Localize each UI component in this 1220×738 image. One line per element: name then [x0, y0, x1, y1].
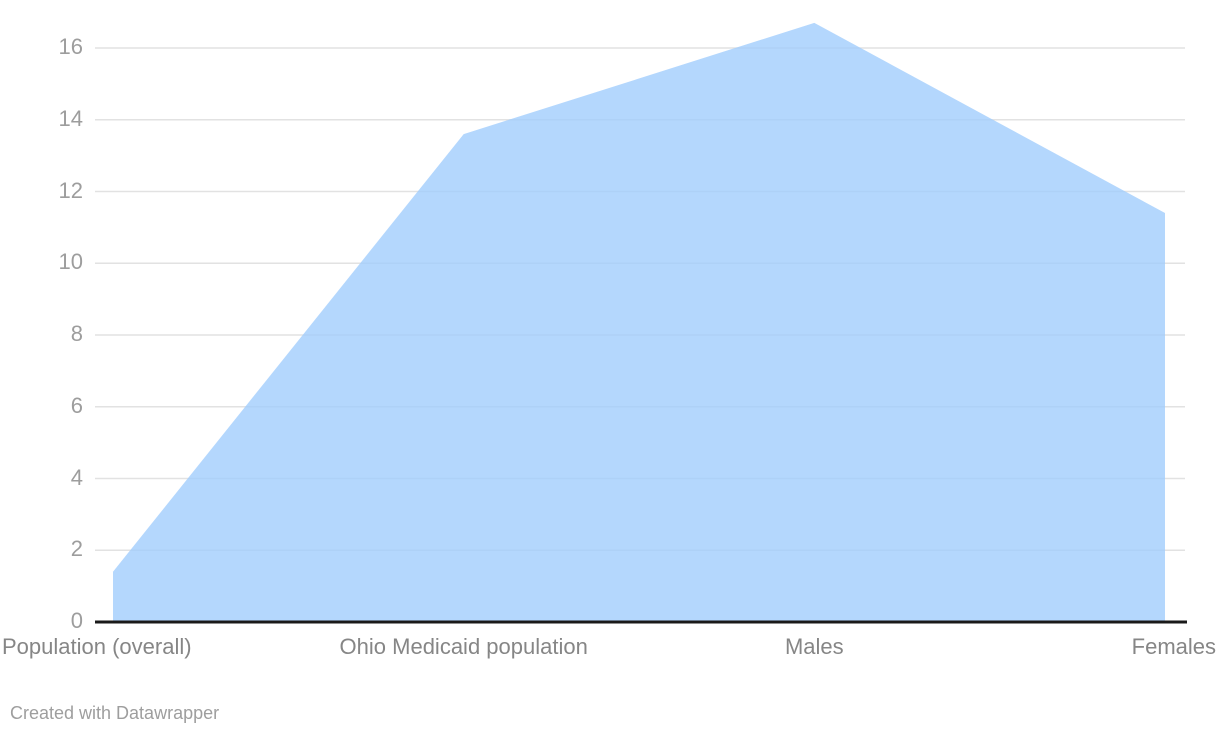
y-tick-label: 4 — [70, 464, 83, 490]
y-tick-label: 2 — [70, 536, 83, 562]
y-tick-label: 0 — [70, 608, 83, 633]
y-tick-label: 10 — [58, 249, 83, 275]
y-tick-label: 8 — [70, 321, 83, 346]
datawrapper-credit: Created with Datawrapper — [10, 703, 220, 723]
y-tick-label: 12 — [58, 177, 83, 203]
x-category-label-males: Males — [784, 634, 844, 659]
area-series — [113, 22, 1165, 622]
y-tick-label: 16 — [58, 34, 83, 59]
y-tick-label: 6 — [70, 392, 83, 418]
y-tick-label: 14 — [58, 105, 83, 131]
x-category-label-population-overall: Population (overall) — [2, 634, 192, 659]
x-category-label-ohio-medicaid-population: Ohio Medicaid population — [339, 634, 588, 659]
x-category-label-females: Females — [1131, 634, 1216, 659]
